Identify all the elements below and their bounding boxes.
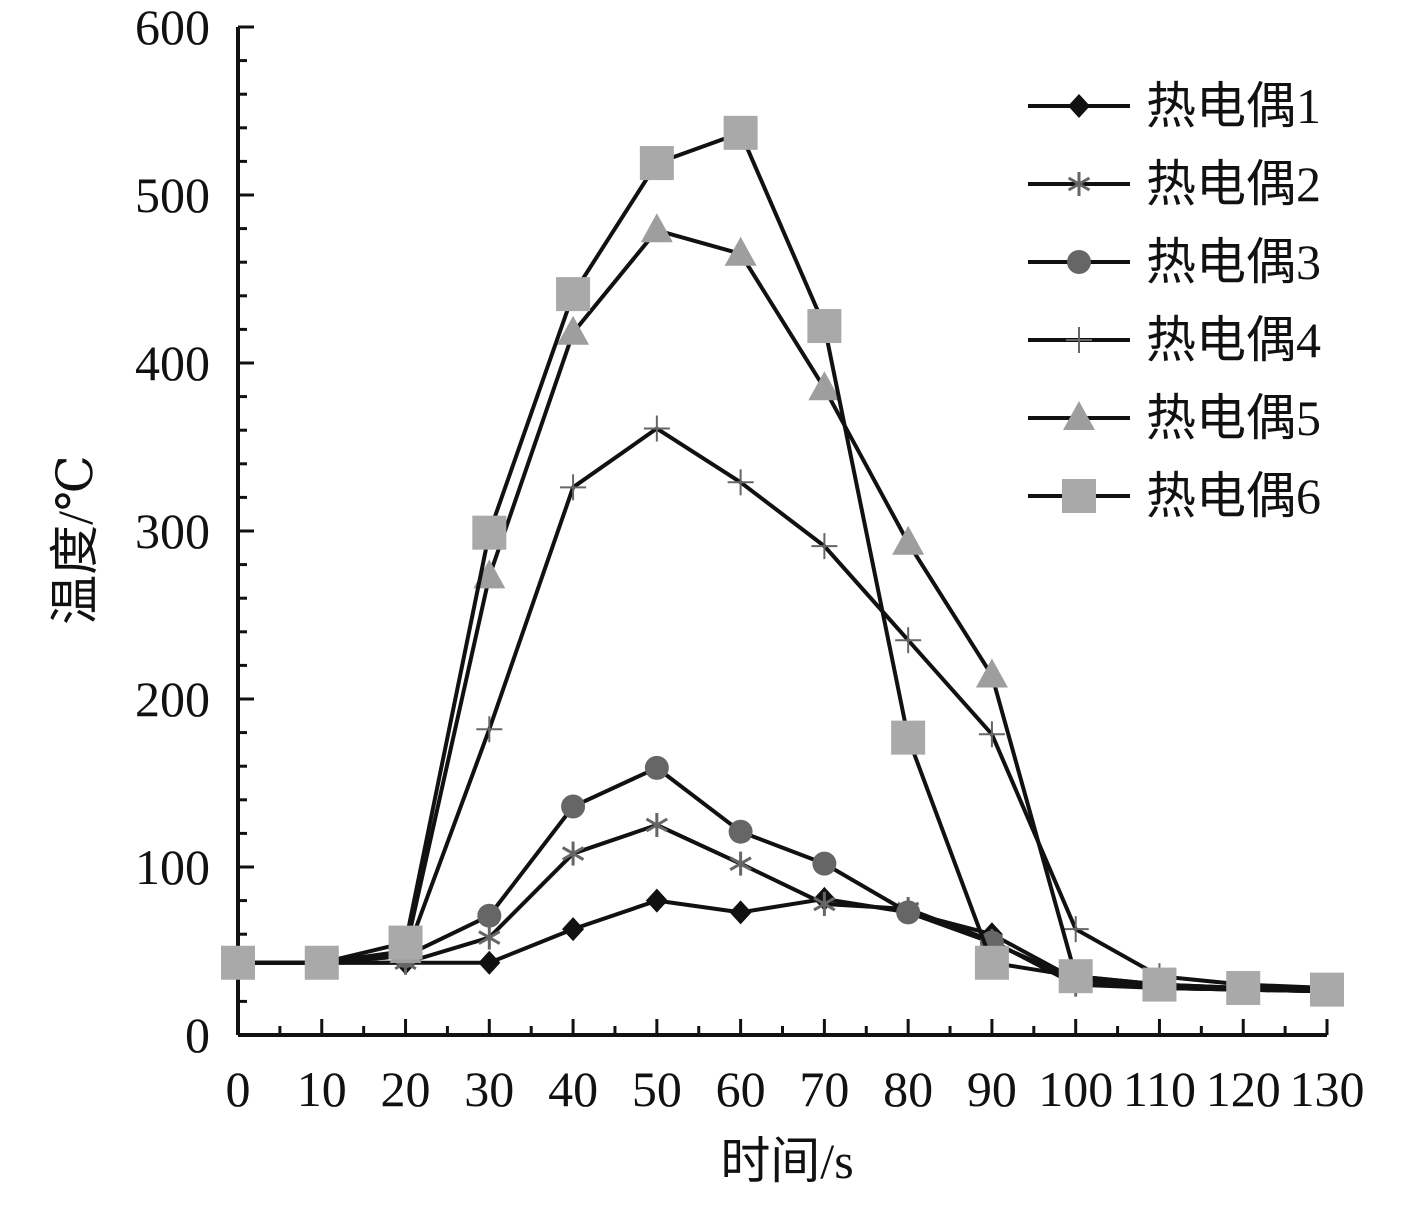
x-tick-label: 30: [464, 1061, 514, 1117]
data-point: [729, 851, 752, 876]
marker-stroke: [813, 896, 836, 912]
data-point: [811, 533, 838, 560]
axes: 0 100 200 300 400 500 600 0 10 20 30 40 50 60 70 80 90 10…: [135, 0, 1365, 1117]
x-tick-label: 130: [1290, 1061, 1365, 1117]
legend-marker: [1063, 401, 1095, 430]
legend-label: 热电偶6: [1146, 468, 1321, 524]
data-point: [639, 146, 674, 181]
legend: 热电偶1 热电偶2 热电偶3 热电偶4 热电偶5 热电偶6: [1028, 78, 1321, 524]
marker-stroke: [478, 930, 501, 945]
x-tick-label: 10: [297, 1061, 347, 1117]
data-point: [1058, 959, 1093, 994]
data-point: [895, 627, 922, 654]
data-point: [477, 903, 502, 928]
marker-stroke: [645, 817, 668, 833]
data-point: [640, 213, 673, 243]
data-point: [478, 950, 501, 975]
data-point: [476, 716, 503, 743]
y-tick-label: 100: [135, 839, 210, 895]
data-point: [560, 474, 587, 501]
data-point: [727, 469, 754, 496]
x-tick-label: 80: [883, 1061, 933, 1117]
legend-label: 热电偶1: [1146, 78, 1321, 134]
series-3: [226, 755, 1339, 1004]
data-point: [896, 900, 921, 925]
data-point: [645, 813, 668, 837]
data-point: [304, 945, 339, 980]
legend-entry: 热电偶2: [1028, 156, 1321, 212]
x-tick-label: 70: [799, 1061, 849, 1117]
data-point: [974, 945, 1009, 980]
x-tick-label: 110: [1123, 1061, 1196, 1117]
data-point: [478, 925, 501, 950]
data-point: [561, 794, 586, 819]
legend-marker: [1062, 479, 1096, 513]
data-point: [1310, 972, 1344, 1007]
data-point: [729, 900, 752, 925]
data-point: [1142, 967, 1177, 1002]
data-point: [644, 755, 669, 780]
marker-stroke: [729, 856, 752, 871]
data-point: [388, 925, 423, 960]
legend-marker: [1067, 172, 1091, 196]
data-point: [645, 888, 668, 913]
legend-label: 热电偶5: [1146, 390, 1321, 446]
legend-label: 热电偶2: [1146, 156, 1321, 212]
data-point: [557, 315, 590, 345]
data-point: [978, 721, 1005, 748]
marker-stroke: [561, 846, 585, 861]
x-tick-label: 20: [381, 1061, 431, 1117]
marker-stroke: [1067, 176, 1091, 192]
y-tick-label: 600: [135, 0, 210, 55]
data-point: [975, 658, 1008, 688]
data-point: [556, 277, 591, 312]
data-point: [808, 371, 841, 401]
data-point: [561, 841, 585, 866]
legend-entry: 热电偶5: [1028, 390, 1321, 446]
data-point: [724, 236, 757, 266]
data-point: [892, 525, 925, 555]
legend-entry: 热电偶1: [1028, 78, 1321, 134]
data-point: [562, 917, 585, 942]
data-point: [723, 115, 758, 150]
y-axis-title: 温度/℃: [47, 455, 103, 625]
y-tick-label: 500: [135, 167, 210, 223]
y-tick-label: 0: [185, 1007, 210, 1063]
data-point: [1226, 970, 1261, 1005]
legend-marker: [1067, 250, 1091, 274]
data-point: [728, 819, 753, 844]
x-tick-label: 60: [716, 1061, 766, 1117]
data-point: [812, 851, 837, 876]
x-tick-label: 40: [548, 1061, 598, 1117]
x-tick-label: 120: [1206, 1061, 1281, 1117]
x-tick-label: 0: [226, 1061, 251, 1117]
data-point: [221, 945, 255, 980]
legend-marker: [1066, 327, 1092, 353]
legend-entry: 热电偶6: [1028, 468, 1321, 524]
y-tick-label: 300: [135, 503, 210, 559]
x-tick-label: 90: [967, 1061, 1017, 1117]
x-axis-title: 时间/s: [720, 1133, 853, 1189]
x-tick-label: 50: [632, 1061, 682, 1117]
x-tick-label: 100: [1038, 1061, 1113, 1117]
series-group: [221, 115, 1344, 1007]
data-point: [1062, 916, 1089, 943]
data-point: [891, 720, 926, 755]
legend-label: 热电偶4: [1146, 312, 1321, 368]
data-point: [472, 515, 507, 550]
y-tick-label: 200: [135, 671, 210, 727]
legend-marker: [1068, 94, 1090, 118]
data-point: [813, 891, 836, 916]
legend-entry: 热电偶3: [1028, 234, 1321, 290]
data-point: [643, 415, 670, 442]
data-point: [807, 309, 842, 344]
series-6: [221, 115, 1344, 1007]
legend-entry: 热电偶4: [1028, 312, 1321, 368]
y-tick-label: 400: [135, 335, 210, 391]
legend-label: 热电偶3: [1146, 234, 1321, 290]
